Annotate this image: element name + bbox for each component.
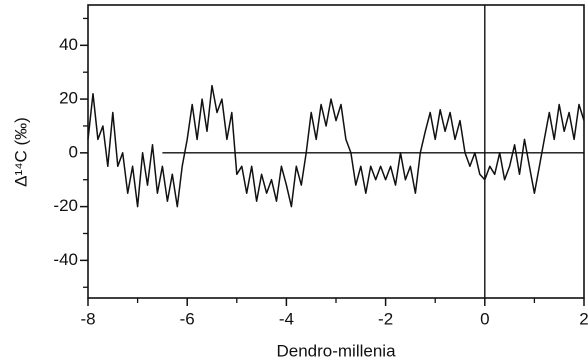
x-tick-label: 0 bbox=[480, 309, 489, 328]
x-tick-label: -8 bbox=[80, 309, 95, 328]
y-tick-label: -40 bbox=[53, 250, 78, 269]
y-axis-label: Δ¹⁴C (‰) bbox=[11, 117, 30, 187]
x-tick-label: 2 bbox=[579, 309, 588, 328]
x-tick-label: -6 bbox=[180, 309, 195, 328]
x-tick-label: -4 bbox=[279, 309, 294, 328]
y-tick-label: 0 bbox=[69, 142, 78, 161]
y-tick-label: 20 bbox=[59, 89, 78, 108]
data-line bbox=[87, 84, 585, 208]
plot-frame bbox=[87, 4, 585, 299]
y-tick-label: -20 bbox=[53, 196, 78, 215]
y-tick-label: 40 bbox=[59, 35, 78, 54]
x-axis-label: Dendro-millenia bbox=[276, 341, 396, 360]
x-tick-label: -2 bbox=[378, 309, 393, 328]
